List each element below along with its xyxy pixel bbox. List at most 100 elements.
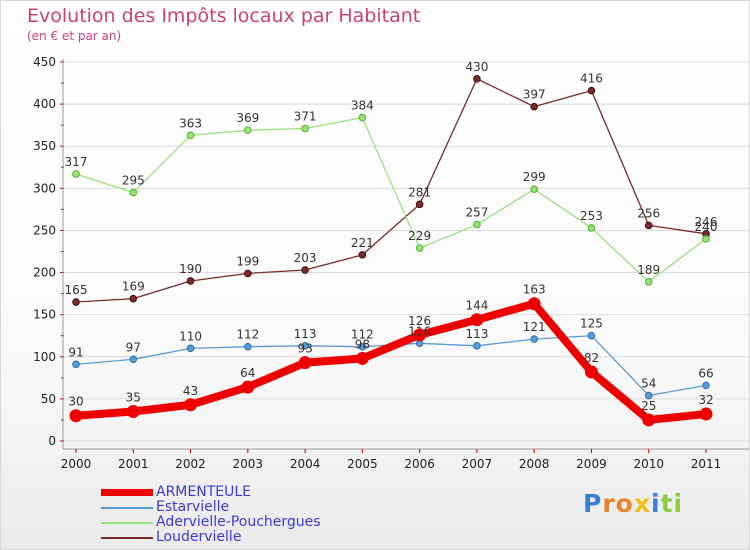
data-point-loudervielle xyxy=(358,251,367,259)
data-label-loudervielle: 199 xyxy=(236,254,259,268)
data-label-estarvielle: 54 xyxy=(641,377,656,391)
data-label-estarvielle: 125 xyxy=(580,317,603,331)
data-point-adervielle-pouchergues xyxy=(587,224,596,232)
data-label-loudervielle: 430 xyxy=(465,60,488,74)
data-point-adervielle-pouchergues xyxy=(72,170,80,178)
y-tick-label: 0 xyxy=(48,434,56,448)
x-tick-label: 2002 xyxy=(175,457,206,471)
chart-title: Evolution des Impôts locaux par Habitant xyxy=(27,5,421,27)
data-point-loudervielle xyxy=(186,277,195,285)
logo-letter: i xyxy=(673,489,684,518)
data-point-adervielle-pouchergues xyxy=(186,131,195,140)
x-tick-label: 2000 xyxy=(61,457,92,471)
legend-swatch-estarvielle xyxy=(101,507,153,509)
data-label-adervielle-pouchergues: 189 xyxy=(637,263,660,277)
data-point-estarvielle xyxy=(186,344,195,353)
data-point-loudervielle xyxy=(530,102,538,111)
data-point-armenteule xyxy=(298,356,312,370)
data-label-estarvielle: 66 xyxy=(698,366,713,380)
data-point-estarvielle xyxy=(587,331,596,340)
data-label-adervielle-pouchergues: 384 xyxy=(351,99,374,113)
data-point-estarvielle xyxy=(702,381,710,390)
data-label-armenteule: 43 xyxy=(183,384,198,398)
data-label-loudervielle: 169 xyxy=(122,280,145,294)
series-line-armenteule xyxy=(72,299,710,424)
data-label-loudervielle: 281 xyxy=(408,185,431,199)
data-label-adervielle-pouchergues: 295 xyxy=(122,174,145,188)
legend-label-estarvielle: Estarvielle xyxy=(156,499,230,515)
data-point-armenteule xyxy=(126,405,140,419)
data-label-loudervielle: 203 xyxy=(294,251,317,265)
data-point-adervielle-pouchergues xyxy=(415,244,424,252)
data-label-loudervielle: 165 xyxy=(65,283,88,297)
data-point-armenteule xyxy=(355,351,369,365)
data-point-adervielle-pouchergues xyxy=(473,220,481,229)
data-point-armenteule xyxy=(527,297,541,311)
y-tick-label: 300 xyxy=(33,181,56,195)
data-point-armenteule xyxy=(699,407,713,421)
y-tick-label: 250 xyxy=(33,223,56,237)
data-point-armenteule xyxy=(470,313,484,327)
data-point-armenteule xyxy=(413,328,427,342)
y-tick-label: 350 xyxy=(33,139,56,153)
data-point-loudervielle xyxy=(473,75,481,83)
data-point-estarvielle xyxy=(244,342,252,351)
data-point-loudervielle xyxy=(301,266,309,274)
data-label-adervielle-pouchergues: 371 xyxy=(294,110,317,124)
chart-subtitle: (en € et par an) xyxy=(27,29,122,43)
data-label-armenteule: 25 xyxy=(641,399,656,413)
data-label-estarvielle: 91 xyxy=(68,345,83,359)
data-label-armenteule: 144 xyxy=(465,299,488,313)
y-tick-label: 100 xyxy=(33,350,56,364)
data-label-armenteule: 82 xyxy=(584,351,599,365)
data-label-armenteule: 30 xyxy=(68,395,83,409)
data-label-estarvielle: 97 xyxy=(126,340,141,354)
data-label-estarvielle: 121 xyxy=(523,320,546,334)
data-label-adervielle-pouchergues: 240 xyxy=(695,220,718,234)
data-point-adervielle-pouchergues xyxy=(530,185,538,193)
data-label-adervielle-pouchergues: 257 xyxy=(465,206,488,220)
data-point-armenteule xyxy=(69,409,83,423)
x-tick-label: 2004 xyxy=(290,457,321,471)
data-label-armenteule: 163 xyxy=(523,283,546,297)
data-label-loudervielle: 221 xyxy=(351,236,374,250)
data-point-armenteule xyxy=(184,398,198,412)
data-point-adervielle-pouchergues xyxy=(244,126,252,135)
proxiti-logo: Proxiti xyxy=(583,489,683,518)
data-label-armenteule: 35 xyxy=(126,391,141,405)
logo-letter: r xyxy=(602,489,616,518)
data-label-estarvielle: 116 xyxy=(408,324,431,338)
x-tick-label: 2006 xyxy=(404,457,435,471)
logo-letter: x xyxy=(633,489,651,518)
data-label-armenteule: 64 xyxy=(240,366,255,380)
data-point-loudervielle xyxy=(129,294,138,303)
data-point-armenteule xyxy=(584,365,598,379)
data-label-estarvielle: 112 xyxy=(351,328,374,342)
data-point-adervielle-pouchergues xyxy=(702,235,710,243)
series-line-adervielle-pouchergues xyxy=(75,116,707,283)
data-label-loudervielle: 256 xyxy=(637,206,660,220)
data-point-estarvielle xyxy=(530,335,538,343)
data-label-adervielle-pouchergues: 299 xyxy=(523,170,546,184)
data-label-loudervielle: 416 xyxy=(580,72,603,86)
data-label-armenteule: 32 xyxy=(698,393,713,407)
line-chart: 0 50 100 150 200 250 300 350 400 450 2000 2001 2002 2… xyxy=(33,55,749,471)
legend-label-adervielle-pouchergues: Adervielle-Pouchergues xyxy=(156,514,321,530)
data-label-adervielle-pouchergues: 363 xyxy=(179,116,202,130)
x-tick-label: 2011 xyxy=(691,457,722,471)
data-point-estarvielle xyxy=(644,391,653,400)
data-label-estarvielle: 112 xyxy=(236,328,259,342)
data-point-estarvielle xyxy=(473,342,481,350)
data-point-adervielle-pouchergues xyxy=(644,278,653,286)
series-line-loudervielle xyxy=(75,78,707,303)
data-point-estarvielle xyxy=(358,342,367,351)
x-tick-label: 2005 xyxy=(347,457,378,471)
logo-letter: t xyxy=(660,489,674,518)
data-label-adervielle-pouchergues: 369 xyxy=(236,111,259,125)
legend-swatch-armenteule xyxy=(101,489,153,496)
data-label-estarvielle: 113 xyxy=(294,327,317,341)
data-label-armenteule: 98 xyxy=(355,337,370,351)
x-tick-label: 2001 xyxy=(118,457,149,471)
data-label-armenteule: 93 xyxy=(297,342,312,356)
